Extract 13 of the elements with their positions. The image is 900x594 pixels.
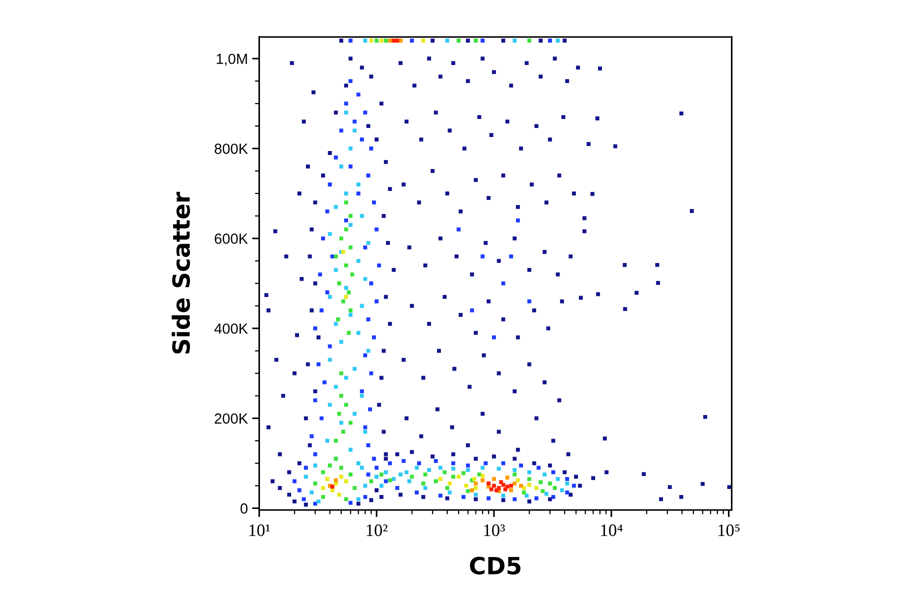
x-tick-label: 10⁴ xyxy=(601,524,623,536)
y-axis-title: Side Scatter xyxy=(172,192,190,354)
y-tick-label: 600K xyxy=(214,234,248,244)
y-tick-label: 0 xyxy=(240,503,248,514)
x-tick-label: 10² xyxy=(366,524,388,536)
y-tick-label: 400K xyxy=(214,323,248,334)
x-axis-title: CD5 xyxy=(470,556,520,575)
y-tick-label: 1,0M xyxy=(216,54,247,66)
x-tick-label: 10¹ xyxy=(249,524,270,536)
y-tick-label: 800K xyxy=(214,144,248,154)
x-tick-label: 10³ xyxy=(484,524,505,536)
x-tick-label: 10⁵ xyxy=(718,524,740,536)
y-tick-label: 200K xyxy=(214,413,248,424)
